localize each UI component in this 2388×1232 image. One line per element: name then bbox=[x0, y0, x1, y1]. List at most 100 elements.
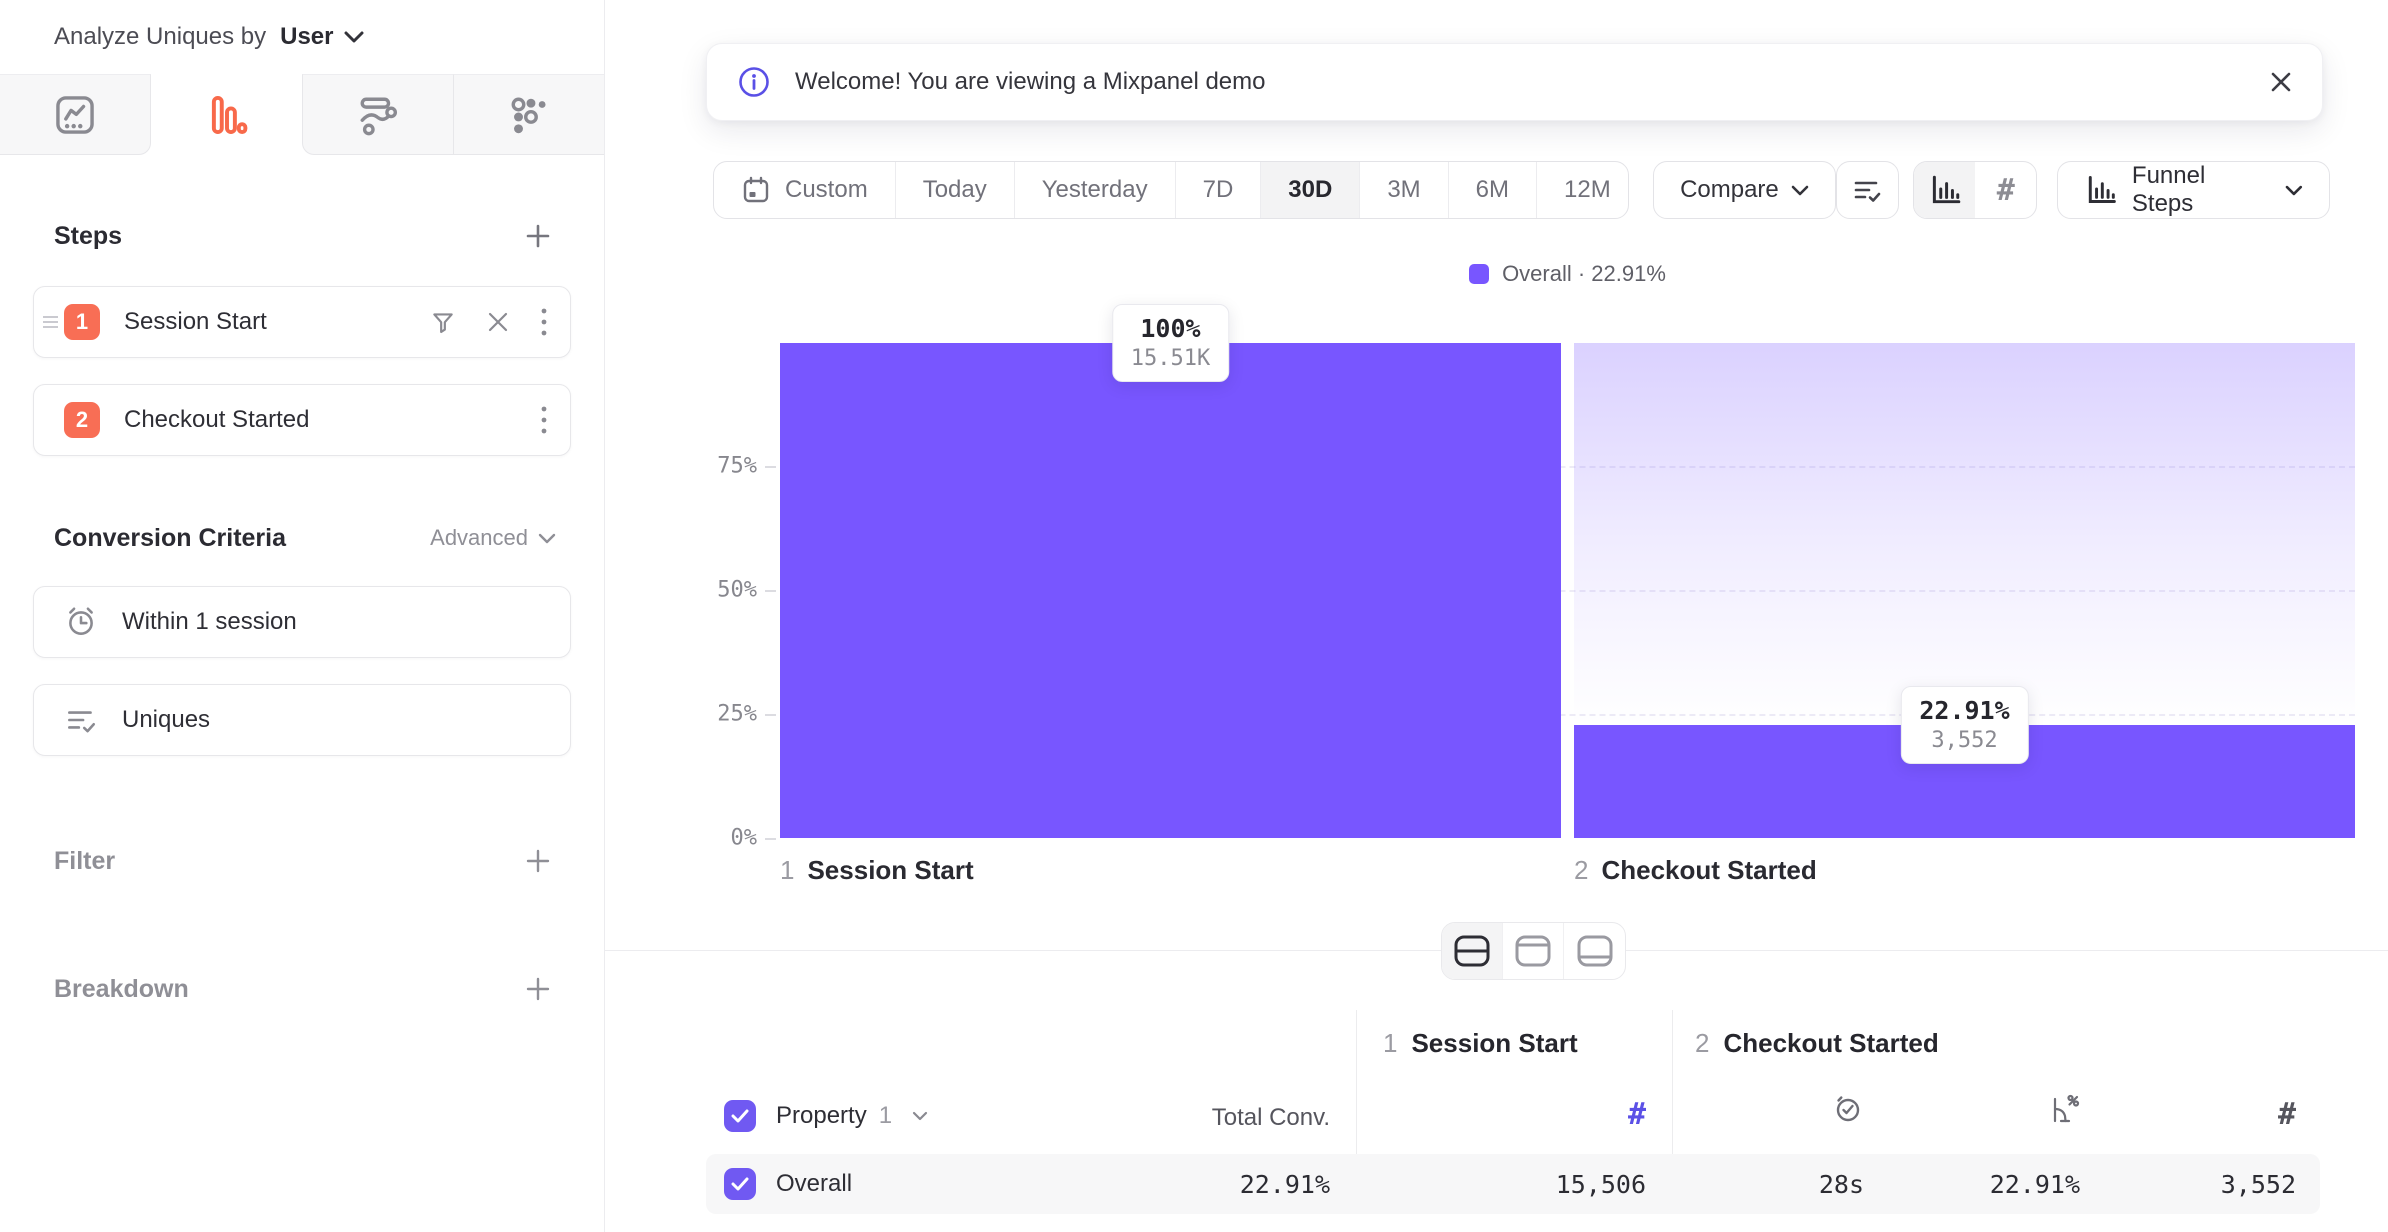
add-breakdown-button[interactable] bbox=[520, 971, 556, 1007]
date-range-12m[interactable]: 12M bbox=[1537, 162, 1628, 218]
session-start-count-column-header[interactable]: # bbox=[1356, 1097, 1672, 1132]
conversion-window-label: Within 1 session bbox=[122, 608, 297, 635]
chart-view-toggle[interactable] bbox=[1913, 162, 1976, 218]
tab-flows[interactable] bbox=[302, 74, 453, 155]
remove-step-icon[interactable] bbox=[486, 310, 510, 334]
alarm-clock-icon bbox=[69, 607, 93, 635]
range-label: 12M bbox=[1564, 176, 1611, 203]
banner-text: Welcome! You are viewing a Mixpanel demo bbox=[795, 68, 1266, 95]
add-filter-button[interactable] bbox=[520, 843, 556, 879]
report-type-tabs bbox=[0, 74, 604, 155]
check-icon bbox=[731, 1177, 749, 1191]
date-range-6m[interactable]: 6M bbox=[1449, 162, 1537, 218]
chart-table-divider bbox=[605, 922, 2388, 980]
y-axis-tick bbox=[765, 466, 776, 468]
column-divider bbox=[1672, 1010, 1673, 1214]
step-item-checkout-started[interactable]: 2 Checkout Started bbox=[33, 384, 571, 456]
list-check-icon bbox=[68, 711, 96, 733]
date-range-today[interactable]: Today bbox=[896, 162, 1015, 218]
results-table: 1 Session Start 2 Checkout Started Prope… bbox=[706, 1006, 2320, 1214]
date-range-7d[interactable]: 7D bbox=[1176, 162, 1262, 218]
time-to-convert-value: 28s bbox=[1818, 1169, 1864, 1199]
tab-insights[interactable] bbox=[0, 74, 151, 155]
info-icon bbox=[739, 67, 769, 97]
tab-funnels[interactable] bbox=[151, 74, 302, 155]
chevron-down-icon bbox=[2285, 185, 2303, 195]
filter-title: Filter bbox=[54, 846, 116, 875]
checkout-count-value: 3,552 bbox=[2220, 1169, 2296, 1199]
gridline-75 bbox=[780, 466, 2355, 468]
advanced-dropdown[interactable]: Advanced bbox=[430, 525, 556, 551]
date-range-30d[interactable]: 30D bbox=[1261, 162, 1361, 218]
flows-icon bbox=[360, 97, 398, 135]
step-label: Checkout Started bbox=[124, 406, 310, 433]
close-icon bbox=[2271, 72, 2291, 92]
conversion-rate-column-header[interactable] bbox=[1888, 1093, 2104, 1132]
gridline-25 bbox=[780, 714, 2355, 716]
analyze-by-value: User bbox=[280, 23, 334, 50]
layout-split-view-button[interactable] bbox=[1442, 923, 1503, 979]
range-label: 30D bbox=[1288, 176, 1333, 203]
range-label: 6M bbox=[1475, 176, 1509, 203]
drag-handle-icon[interactable] bbox=[43, 315, 58, 329]
funnel-column-checkout-started: 22.91% 3,552 bbox=[1574, 307, 2355, 838]
advanced-label: Advanced bbox=[430, 525, 528, 550]
y-axis-tick-label: 0% bbox=[730, 825, 758, 851]
checkout-count-column-header[interactable]: # bbox=[2104, 1097, 2320, 1132]
row-checkbox[interactable] bbox=[724, 1168, 756, 1200]
y-axis-tick bbox=[765, 714, 776, 716]
funnel-column-session-start: 100% 15.51K bbox=[780, 304, 1561, 838]
conversion-rate-value: 22.91% bbox=[1989, 1169, 2080, 1199]
tab-retention[interactable] bbox=[453, 74, 604, 155]
funnel-steps-dropdown[interactable]: Funnel Steps bbox=[2057, 161, 2330, 219]
step-number-badge: 1 bbox=[64, 304, 100, 340]
kebab-menu-icon[interactable] bbox=[540, 306, 548, 338]
date-range-3m[interactable]: 3M bbox=[1360, 162, 1449, 218]
toolbar-right-group: # Funnel Steps bbox=[1835, 161, 2330, 219]
row-name-cell: Overall bbox=[724, 1154, 852, 1214]
filter-funnel-icon[interactable] bbox=[430, 309, 456, 335]
analyze-by-dropdown[interactable]: User bbox=[280, 23, 363, 51]
table-row-overall[interactable]: Overall 22.91% 15,506 28s 22.91% 3,552 bbox=[706, 1154, 2320, 1214]
chart-number-toggle: # bbox=[1912, 161, 2038, 219]
funnel-steps-label: Funnel Steps bbox=[2131, 162, 2206, 217]
chevron-down-icon bbox=[912, 1111, 928, 1121]
chart-percent-icon bbox=[2053, 1094, 2080, 1123]
step-name: Checkout Started bbox=[1601, 855, 1817, 885]
metrics-list-button[interactable] bbox=[1835, 161, 1899, 219]
step-item-session-start[interactable]: 1 Session Start bbox=[33, 286, 571, 358]
chevron-down-icon bbox=[344, 31, 363, 43]
counting-method-card[interactable]: Uniques bbox=[33, 684, 571, 756]
group-index: 2 bbox=[1695, 1028, 1710, 1058]
range-label: Yesterday bbox=[1041, 176, 1148, 203]
kebab-menu-icon[interactable] bbox=[540, 404, 548, 436]
query-builder-sidebar: Analyze Uniques by User bbox=[0, 0, 605, 1232]
layout-top-bar-icon bbox=[1515, 935, 1551, 967]
step-name: Session Start bbox=[807, 855, 974, 885]
range-label: 7D bbox=[1202, 176, 1234, 203]
legend-item-overall[interactable]: Overall · 22.91% bbox=[1469, 261, 1666, 287]
hash-icon: # bbox=[1996, 172, 2015, 208]
layout-table-only-button[interactable] bbox=[1564, 923, 1625, 979]
date-range-custom[interactable]: Custom bbox=[714, 162, 896, 218]
bar-value-tooltip: 100% 15.51K bbox=[1111, 304, 1230, 382]
property-selector[interactable]: Property 1 bbox=[724, 1100, 928, 1132]
date-range-control: Custom Today Yesterday 7D 30D 3M 6M 12M bbox=[713, 161, 1630, 219]
layout-chart-only-button[interactable] bbox=[1503, 923, 1564, 979]
chevron-down-icon bbox=[538, 533, 556, 543]
chart-legend: Overall · 22.91% bbox=[780, 261, 2355, 291]
date-range-yesterday[interactable]: Yesterday bbox=[1015, 162, 1176, 218]
x-axis-step-label: 1 Session Start bbox=[780, 855, 974, 886]
banner-close-button[interactable] bbox=[2268, 69, 2294, 95]
check-icon bbox=[731, 1109, 749, 1123]
compare-button[interactable]: Compare bbox=[1653, 161, 1836, 219]
add-step-button[interactable] bbox=[520, 218, 556, 254]
funnel-bar-session-start[interactable] bbox=[780, 343, 1561, 838]
y-axis-tick bbox=[765, 590, 776, 592]
conversion-window-card[interactable]: Within 1 session bbox=[33, 586, 571, 658]
number-view-toggle[interactable]: # bbox=[1975, 162, 2036, 218]
select-all-checkbox[interactable] bbox=[724, 1100, 756, 1132]
time-to-convert-column-header[interactable] bbox=[1672, 1093, 1888, 1132]
conversion-criteria-title: Conversion Criteria bbox=[54, 523, 287, 552]
